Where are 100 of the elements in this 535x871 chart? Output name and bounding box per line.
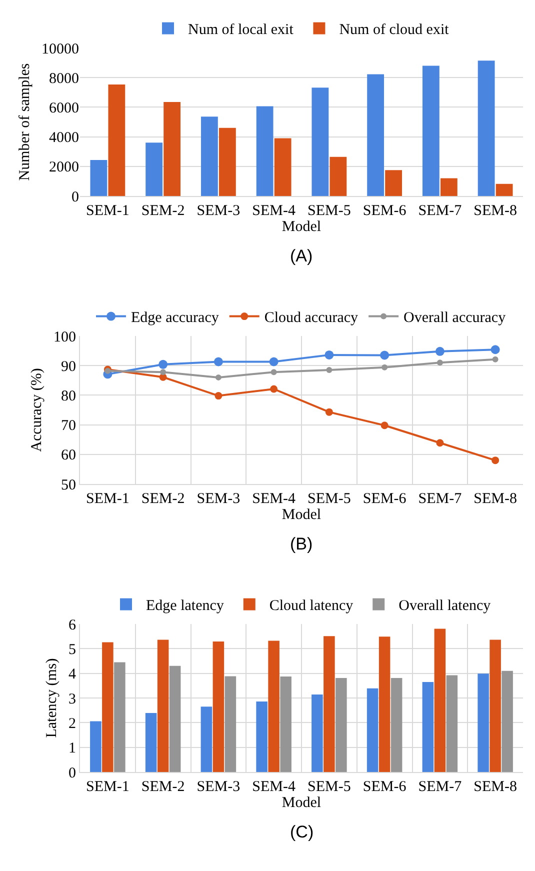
x-tick-label: SEM-8: [474, 491, 517, 507]
bar: [336, 678, 347, 772]
bar: [502, 670, 513, 772]
x-tick-label: SEM-4: [252, 779, 296, 795]
bar: [157, 640, 169, 772]
bar: [200, 706, 212, 772]
y-tick-label: 60: [61, 448, 76, 464]
x-tick-label: SEM-1: [86, 203, 130, 219]
bar: [490, 640, 501, 772]
x-tick-label: SEM-6: [362, 779, 407, 795]
text: (B): [290, 534, 313, 554]
x-tick-label: SEM-2: [141, 491, 185, 507]
bar: [224, 676, 236, 772]
y-tick-label: 0: [68, 765, 76, 782]
x-tick-label: SEM-3: [196, 203, 240, 219]
legend-label: Overall accuracy: [404, 310, 506, 326]
bar: [256, 106, 274, 196]
point: [380, 350, 390, 360]
y-tick-label: 4000: [49, 130, 79, 146]
legend-label: Edge accuracy: [131, 310, 220, 326]
point: [492, 456, 500, 464]
bar: [390, 678, 402, 772]
point: [436, 439, 444, 447]
bar: [440, 178, 458, 196]
legend-label: Cloud accuracy: [264, 310, 359, 326]
bar: [478, 674, 489, 772]
bar: [90, 721, 102, 772]
y-tick-label: 0: [72, 189, 79, 206]
bar: [268, 640, 280, 772]
point: [325, 408, 333, 416]
bar: [256, 701, 268, 772]
bar: [478, 60, 495, 196]
point: [269, 357, 278, 366]
x-axis-title: Model: [282, 507, 322, 523]
x-tick-label: SEM-2: [141, 203, 185, 219]
legend-label: Overall latency: [398, 598, 492, 614]
legend-label: Num of local exit: [188, 22, 294, 38]
bar: [212, 642, 224, 772]
bar: [422, 682, 434, 772]
x-tick-label: SEM-7: [418, 779, 462, 795]
y-tick-label: 100: [54, 329, 76, 346]
bar: [146, 142, 163, 196]
legend-label: Cloud latency: [269, 598, 354, 614]
y-tick-label: 70: [61, 418, 76, 434]
point: [270, 385, 278, 393]
point: [490, 345, 500, 354]
y-tick-label: 1: [68, 740, 76, 757]
x-tick-label: SEM-7: [418, 203, 462, 219]
legend-label: Edge latency: [146, 598, 224, 614]
x-tick-label: SEM-8: [474, 203, 517, 219]
y-tick-label: 8000: [49, 70, 79, 87]
y-tick-label: 3: [68, 691, 76, 708]
bar: [378, 636, 390, 772]
x-tick-label: SEM-2: [141, 779, 185, 795]
bar: [218, 128, 236, 196]
bar: [446, 675, 458, 772]
y-axis-title: Accuracy (%): [28, 368, 45, 452]
bar: [385, 170, 402, 196]
x-axis-title: Model: [282, 219, 322, 235]
bar: [366, 688, 378, 772]
y-axis-title: Number of samples: [16, 63, 33, 181]
bar: [102, 642, 114, 772]
bar: [90, 160, 108, 196]
bar: [114, 662, 126, 772]
y-tick-label: 80: [61, 388, 76, 404]
point: [270, 369, 277, 376]
point: [435, 346, 444, 356]
y-tick-label: 2000: [49, 160, 79, 176]
x-tick-label: SEM-6: [362, 203, 407, 219]
point: [214, 392, 222, 400]
bar: [108, 84, 126, 196]
y-tick-label: 6000: [49, 100, 79, 116]
x-tick-label: SEM-1: [86, 491, 130, 507]
x-tick-label: SEM-5: [308, 203, 351, 219]
x-tick-label: SEM-5: [308, 491, 351, 507]
point: [436, 360, 443, 366]
bar: [496, 184, 513, 196]
x-tick-label: SEM-5: [308, 779, 351, 795]
y-tick-label: 50: [61, 477, 76, 494]
bar: [169, 666, 181, 772]
x-axis-title: Model: [282, 795, 322, 811]
point: [214, 357, 223, 366]
point: [158, 360, 168, 369]
y-tick-label: 5: [68, 642, 76, 658]
bar: [434, 628, 446, 772]
bar: [200, 116, 218, 196]
bar: [422, 66, 440, 196]
y-axis-title: Latency (ms): [44, 658, 60, 738]
text: (C): [290, 822, 314, 842]
x-tick-label: SEM-3: [196, 779, 240, 795]
bar: [330, 156, 347, 196]
y-tick-label: 2: [68, 716, 76, 732]
y-tick-label: 4: [68, 666, 76, 683]
bar: [312, 88, 329, 196]
text: (A): [290, 246, 313, 266]
point: [380, 422, 388, 430]
point: [160, 369, 166, 376]
bar: [324, 636, 335, 772]
x-tick-label: SEM-1: [86, 779, 130, 795]
point: [382, 364, 388, 370]
